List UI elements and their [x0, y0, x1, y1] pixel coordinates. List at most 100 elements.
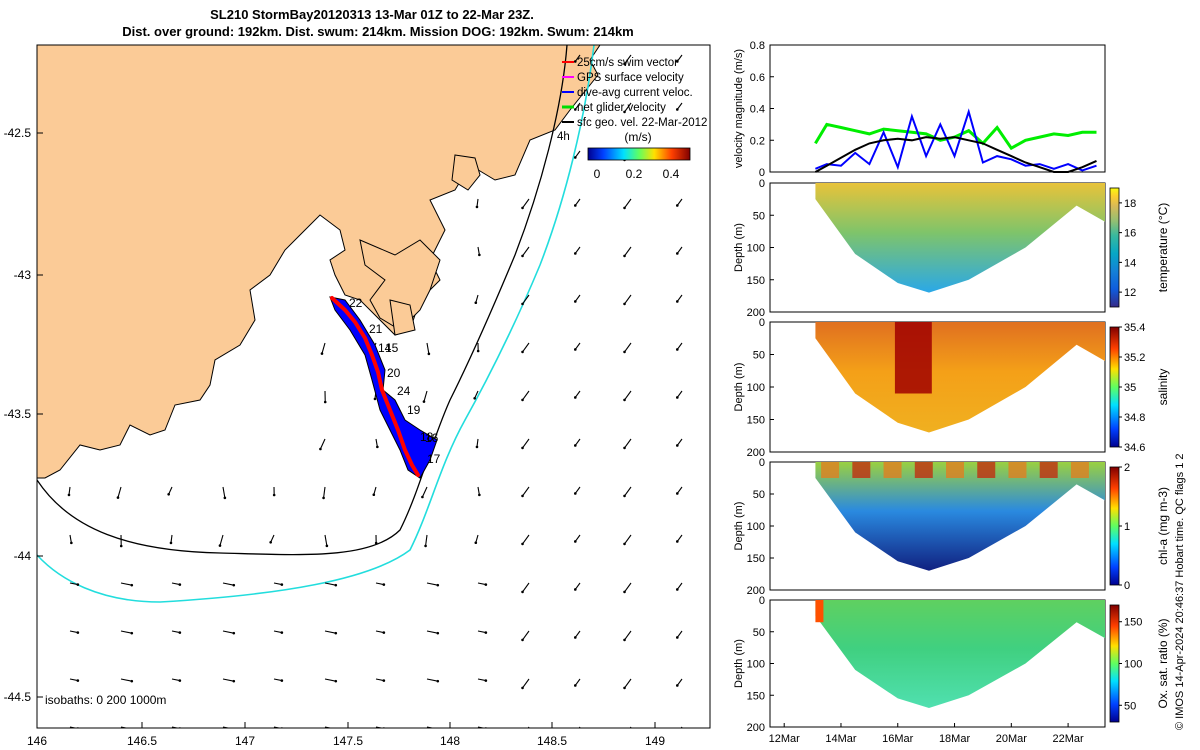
current-arrow-head	[474, 541, 478, 544]
oxygen-edge-patch	[815, 600, 824, 623]
current-arrow-head	[675, 108, 679, 111]
current-arrow	[171, 630, 180, 634]
oxygen-colorbar-label: Ox. sat. ratio (%)	[1156, 618, 1170, 708]
current-arrow-head	[223, 496, 227, 500]
current-arrow-head	[280, 583, 284, 586]
current-arrow	[676, 630, 683, 638]
current-arrow	[522, 390, 530, 401]
current-arrow	[574, 390, 581, 398]
current-arrow	[426, 678, 438, 682]
chl-a-cb-tick-label: 1	[1124, 521, 1130, 533]
current-arrow	[522, 246, 530, 257]
current-arrow	[676, 534, 683, 542]
legend-4h: 4h	[557, 131, 570, 143]
current-arrow-head	[675, 252, 679, 255]
salinity-cb-tick-label: 35.2	[1124, 352, 1145, 364]
current-arrow	[324, 630, 336, 634]
current-arrow-head	[521, 398, 524, 402]
current-arrow-head	[427, 352, 431, 356]
island-land	[451, 154, 481, 191]
current-arrow-head	[475, 445, 479, 449]
current-arrow	[624, 438, 632, 449]
current-arrow-head	[573, 252, 577, 255]
velocity-series-dive-avg-current	[815, 108, 1097, 172]
oxygen-cb-tick-label: 50	[1124, 700, 1136, 712]
current-arrow-head	[573, 396, 577, 399]
current-arrow	[426, 582, 438, 586]
oxygen-cb-tick-label: 100	[1124, 659, 1142, 671]
current-arrow	[522, 486, 530, 497]
time-x-tick-label: 12Mar	[769, 733, 801, 745]
current-arrow	[323, 486, 326, 498]
current-arrow	[624, 678, 632, 689]
current-arrow	[375, 438, 378, 447]
chl-a-section	[815, 462, 1105, 571]
map-y-tick-label: -44.5	[4, 690, 32, 704]
current-arrow-head	[521, 686, 524, 690]
current-arrow	[522, 438, 530, 449]
current-arrow	[423, 390, 428, 402]
map-x-tick-label: 148.5	[537, 734, 567, 748]
current-arrow-head	[623, 110, 626, 114]
current-arrow-head	[675, 348, 679, 351]
velocity-panel-frame	[769, 44, 1106, 173]
current-arrow-head	[169, 541, 173, 545]
current-arrow	[170, 534, 173, 544]
day-label: 15	[385, 341, 399, 355]
map-x-tick-label: 148	[440, 734, 460, 748]
current-arrow-head	[623, 398, 626, 402]
chl-a-y-tick-label: 50	[753, 489, 765, 501]
day-label: 19	[407, 403, 421, 417]
current-arrow-head	[178, 583, 182, 586]
salinity-high-patch	[894, 322, 932, 394]
current-arrow-head	[521, 350, 524, 354]
legend-net-velocity: net glider velocity	[577, 102, 666, 114]
current-arrow	[477, 246, 480, 255]
current-arrow-head	[573, 540, 577, 543]
current-arrow	[676, 246, 683, 254]
chl-a-cb-tick-label: 2	[1124, 462, 1130, 474]
current-arrow-head	[272, 493, 276, 497]
current-arrow-head	[623, 590, 626, 594]
legend-geo-velocity: sfc geo. vel. 22-Mar-2012	[577, 117, 707, 129]
chla-surface-patch	[1008, 462, 1027, 478]
legend-swim-vector: 25cm/s swim vector	[577, 57, 678, 69]
current-arrow	[624, 390, 632, 401]
current-arrow	[324, 726, 333, 728]
map-axis-ticks: 146 146.5 147 147.5 148 148.5 149 -42.5 -43 -43.5…	[4, 126, 666, 748]
current-arrow-head	[475, 205, 479, 209]
time-x-tick-label: 16Mar	[882, 733, 914, 745]
salinity-cb-tick-label: 35	[1124, 382, 1136, 394]
current-arrow	[171, 678, 180, 682]
current-arrow	[574, 246, 581, 254]
current-arrow	[522, 294, 530, 305]
current-arrow-head	[484, 583, 488, 586]
credit-line: © IMOS 14-Apr-2024 20:46:37 Hobart time.…	[1174, 453, 1186, 730]
map-legend: 25cm/s swim vector GPS surface velocity …	[557, 57, 707, 181]
current-arrow	[117, 486, 122, 498]
current-arrow-head	[478, 493, 481, 497]
current-arrow-head	[178, 679, 182, 682]
oxygen-colorbar	[1109, 604, 1120, 723]
current-arrow	[676, 486, 683, 494]
current-arrow	[270, 534, 275, 543]
velocity-y-axis-label: velocity magnitude (m/s)	[733, 49, 745, 168]
current-arrow	[676, 54, 683, 62]
current-arrow	[222, 582, 234, 586]
time-series-panels: 0 0.2 0.4 0.6 0.8 velocity magnitude (m/s) 0 50…	[733, 40, 1170, 745]
oxygen-y-tick-label: 0	[759, 595, 765, 607]
current-arrow-head	[323, 400, 327, 404]
current-arrow-head	[675, 60, 679, 63]
chl-a-colorbar	[1109, 466, 1120, 586]
current-arrow	[474, 390, 479, 399]
oxygen-section	[815, 600, 1105, 708]
velocity-y-tick-label: 0	[759, 167, 765, 179]
current-arrow	[676, 294, 683, 302]
current-arrow	[522, 582, 530, 593]
current-arrow-head	[521, 735, 524, 738]
day-label: 22	[349, 296, 363, 310]
isobaths-label: isobaths: 0 200 1000m	[45, 693, 166, 707]
current-arrow	[574, 294, 581, 302]
current-arrow	[321, 342, 326, 354]
